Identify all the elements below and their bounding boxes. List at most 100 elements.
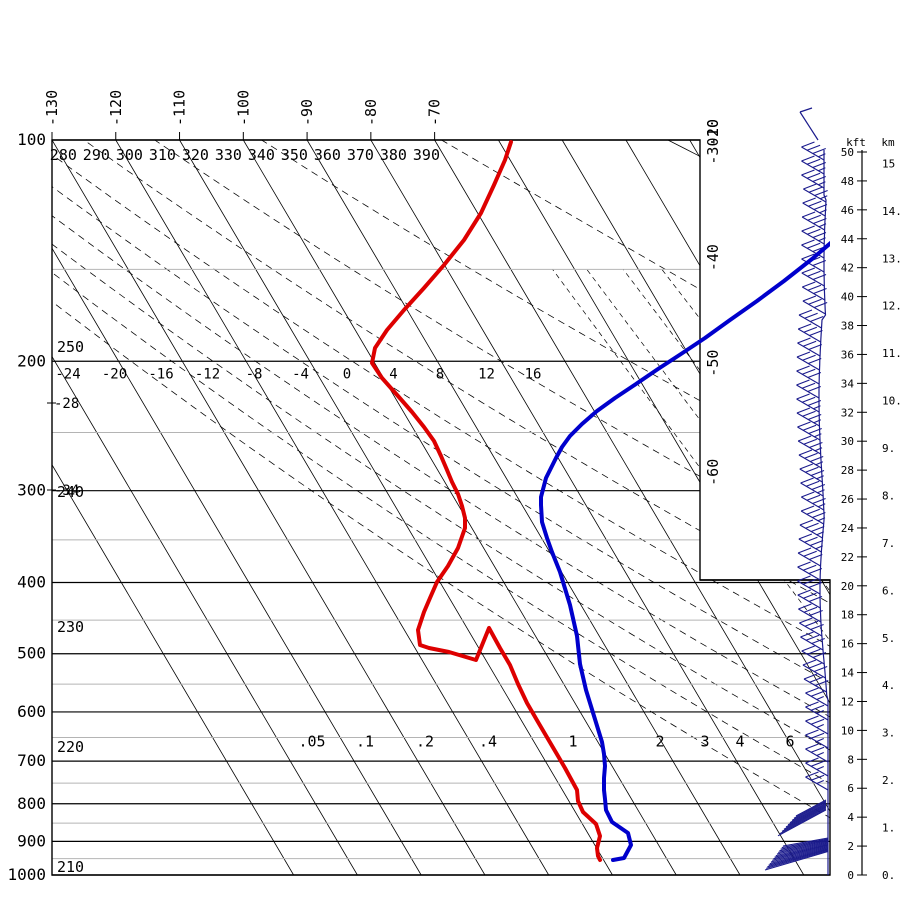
kft-tick-label: 14 [841, 667, 855, 680]
mixing-ratio-label: 2 [655, 732, 664, 750]
pressure-tick-label: 200 [17, 351, 46, 370]
theta-left-label: 210 [57, 858, 84, 876]
km-tick-label: 14. [882, 205, 900, 218]
km-axis-title: km [881, 136, 895, 149]
temperature-scale-label: -4 [292, 366, 309, 382]
kft-tick-label: 34 [841, 377, 855, 390]
mixing-ratio-label: .1 [356, 732, 374, 750]
pressure-tick-label: 700 [17, 751, 46, 770]
pressure-tick-label: 1000 [7, 865, 46, 884]
theta-top-label: 380 [380, 146, 407, 164]
temperature-scale-labels: -24 -20 -16 -12 -8 -4 0 4 8 12 16 [55, 366, 541, 382]
isotherm-right-label: -40 [704, 244, 722, 271]
mixing-ratio-label: .2 [416, 732, 434, 750]
theta-top-label: 330 [215, 146, 242, 164]
km-tick-label: 8. [882, 489, 895, 502]
mixing-ratio-label: .05 [298, 732, 325, 750]
isotherm-top-label: -90 [298, 99, 316, 126]
kft-tick-label: 18 [841, 609, 854, 622]
kft-tick-label: 42 [841, 262, 854, 275]
theta-labels: 280 290 300 310 320 330 340 350 360 370 380 390 250 2… [50, 146, 440, 876]
kft-tick-label: 10 [841, 724, 854, 737]
pressure-axis-labels: 100 200 300 400 500 600 700 800 900 1000 [7, 130, 46, 884]
kft-tick-label: 46 [841, 204, 854, 217]
isotherm-right-label: -30 [704, 138, 722, 165]
temperature-scale-label: -16 [148, 366, 173, 382]
pressure-tick-label: 100 [17, 130, 46, 149]
km-tick-label: 13. [882, 252, 900, 265]
km-tick-label: 2. [882, 774, 895, 787]
temperature-scale-label: -24 [55, 366, 80, 382]
pressure-tick-label: 400 [17, 573, 46, 592]
isotherm-top-label: -80 [362, 99, 380, 126]
temperature-scale-label: 16 [525, 366, 542, 382]
theta-top-label: 300 [116, 146, 143, 164]
isotherm-left-label: -28 [54, 396, 79, 412]
pressure-tick-label: 800 [17, 794, 46, 813]
isotherm-top-label: -120 [107, 90, 125, 126]
kft-tick-label: 16 [841, 638, 854, 651]
kft-tick-label: 50 [841, 146, 854, 159]
theta-top-label: 350 [281, 146, 308, 164]
km-tick-label: 7. [882, 537, 895, 550]
theta-top-label: 360 [314, 146, 341, 164]
isobar-lines [52, 139, 830, 876]
kft-tick-label: 4 [847, 811, 854, 824]
sounding-curves [370, 140, 830, 862]
theta-left-label: 230 [57, 618, 84, 636]
kft-tick-label: 26 [841, 493, 854, 506]
mixing-ratio-labels: .05 .1 .2 .4 1 2 3 4 6 [298, 732, 794, 750]
isotherm-top-label: -110 [171, 90, 189, 126]
dewpoint-curve [370, 140, 602, 862]
kft-tick-label: 8 [847, 753, 854, 766]
theta-top-label: 280 [50, 146, 77, 164]
kft-tick-label: 32 [841, 406, 854, 419]
moist-adiabat-lines [52, 140, 830, 873]
temperature-scale-label: 0 [343, 366, 351, 382]
theta-top-label: 320 [182, 146, 209, 164]
kft-tick-label: 38 [841, 320, 854, 333]
km-tick-label: 5. [882, 632, 895, 645]
kft-tick-label: 28 [841, 464, 854, 477]
kft-tick-label: 12 [841, 695, 854, 708]
km-tick-label: 12. [882, 300, 900, 313]
kft-tick-label: 22 [841, 551, 854, 564]
temperature-scale-label: 12 [478, 366, 495, 382]
theta-top-label: 390 [413, 146, 440, 164]
plot-border [51, 139, 831, 876]
kft-tick-label: 30 [841, 435, 854, 448]
kft-tick-label: 6 [847, 782, 854, 795]
wind-barb-profile [764, 107, 829, 875]
isotherm-top-label: -70 [426, 99, 444, 126]
theta-left-label: 220 [57, 738, 84, 756]
kft-tick-label: 24 [841, 522, 855, 535]
isotherm-labels: -130 -120 -110 -100 -90 -80 -70-60-50-40-30-20… [43, 90, 722, 499]
kft-tick-label: 40 [841, 291, 854, 304]
temperature-scale-label: 4 [389, 366, 397, 382]
theta-left-label: 250 [57, 338, 84, 356]
isotherm-left-label: -34 [54, 483, 79, 499]
km-tick-label: 6. [882, 584, 895, 597]
kft-tick-label: 0 [847, 869, 854, 882]
theta-top-label: 340 [248, 146, 275, 164]
isotherm-top-label: -100 [234, 90, 252, 126]
pressure-tick-label: 300 [17, 481, 46, 500]
isotherm-right-label: -50 [704, 350, 722, 377]
pressure-tick-label: 500 [17, 644, 46, 663]
mixing-ratio-label: 1 [568, 732, 577, 750]
km-tick-label: 4. [882, 679, 895, 692]
km-tick-label: 10. [882, 395, 900, 408]
kft-tick-label: 44 [841, 233, 855, 246]
temperature-scale-label: -8 [246, 366, 263, 382]
isotherm-right-label: -60 [704, 459, 722, 486]
mixing-ratio-label: 6 [785, 732, 794, 750]
kft-tick-label: 48 [841, 175, 854, 188]
altitude-axis: kft km02468101214161820222426283032343638… [841, 136, 900, 882]
km-tick-label: 15 [882, 157, 895, 170]
mixing-ratio-label: 3 [700, 732, 709, 750]
kft-tick-label: 20 [841, 580, 854, 593]
kft-tick-label: 36 [841, 348, 854, 361]
mixing-ratio-label: 4 [735, 732, 744, 750]
